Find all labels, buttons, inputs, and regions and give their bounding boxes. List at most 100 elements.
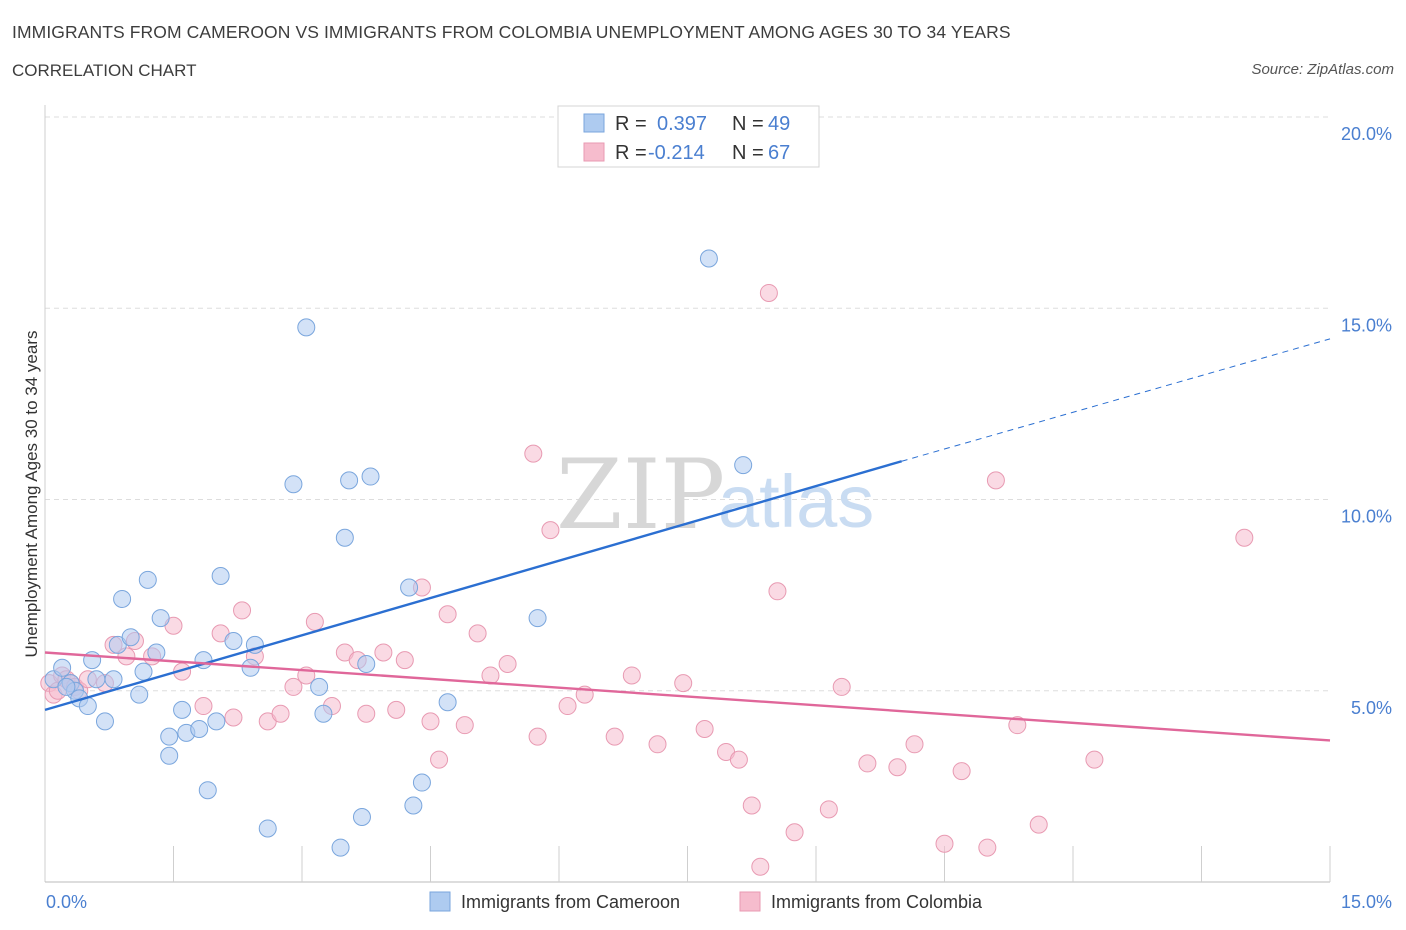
colombia-point — [1085, 750, 1104, 769]
cameroon-point — [224, 632, 243, 651]
colombia-point — [785, 823, 804, 842]
y-tick-label: 10.0% — [1341, 507, 1392, 527]
cameroon-point — [352, 807, 371, 826]
colombia-point — [935, 834, 954, 853]
chart-subtitle: CORRELATION CHART — [12, 61, 197, 80]
watermark: ZIP atlas — [556, 439, 874, 551]
n-value-cameroon: 49 — [768, 113, 790, 135]
cameroon-point — [699, 249, 718, 268]
colombia-point — [541, 521, 560, 540]
cameroon-point — [147, 643, 166, 662]
legend-swatch-cameroon — [429, 891, 451, 912]
watermark-zip: ZIP — [556, 439, 725, 551]
colombia-point — [387, 700, 406, 719]
colombia-point — [305, 612, 324, 631]
colombia-point — [759, 283, 778, 302]
colombia-point — [1008, 716, 1027, 735]
n-label-1: N = — [732, 113, 764, 135]
colombia-point — [357, 704, 376, 723]
r-value-cameroon: 0.397 — [657, 113, 707, 135]
colombia-point — [729, 750, 748, 769]
cameroon-point — [151, 609, 170, 628]
colombia-point — [1235, 528, 1254, 547]
cameroon-point — [53, 658, 72, 677]
colombia-point — [194, 697, 213, 716]
cameroon-point — [113, 589, 132, 608]
axes — [44, 105, 1331, 883]
cameroon-point — [138, 570, 157, 589]
colombia-point — [832, 677, 851, 696]
colombia-point — [768, 582, 787, 601]
colombia-point — [888, 758, 907, 777]
cameroon-point — [734, 456, 753, 475]
colombia-point — [284, 677, 303, 696]
r-label-1: R = — [615, 113, 647, 135]
colombia-point — [819, 800, 838, 819]
cameroon-point — [87, 670, 106, 689]
cameroon-point — [357, 654, 376, 673]
colombia-point — [374, 643, 393, 662]
colombia-point — [528, 727, 547, 746]
source-label: Source: ZipAtlas.com — [1251, 61, 1394, 78]
colombia-point — [498, 654, 517, 673]
cameroon-trend-line — [44, 460, 903, 712]
colombia-point — [468, 624, 487, 643]
colombia-point — [858, 754, 877, 773]
cameroon-points — [44, 249, 753, 857]
cameroon-point — [160, 746, 179, 765]
y-tick-label: 5.0% — [1351, 698, 1392, 718]
x-tick-label: 15.0% — [1341, 892, 1392, 912]
stats-legend: R = 0.397 N = 49 R = -0.214 N = 67 — [557, 105, 820, 168]
y-tick-labels: 5.0% 10.0% 15.0% 20.0% — [1341, 124, 1392, 718]
cameroon-point — [412, 773, 431, 792]
colombia-point — [742, 796, 761, 815]
colombia-point — [438, 605, 457, 624]
cameroon-point — [121, 628, 140, 647]
cameroon-point — [331, 838, 350, 857]
cameroon-point — [134, 662, 153, 681]
r-value-colombia: -0.214 — [648, 142, 705, 164]
colombia-point — [524, 444, 543, 463]
colombia-point — [905, 735, 924, 754]
trend-lines — [44, 338, 1331, 742]
x-tick-labels: 0.0% 15.0% — [46, 892, 1392, 912]
colombia-point — [978, 838, 997, 857]
cameroon-point — [310, 677, 329, 696]
colombia-point — [455, 716, 474, 735]
colombia-point — [430, 750, 449, 769]
cameroon-point — [314, 704, 333, 723]
legend-label-colombia: Immigrants from Colombia — [771, 892, 983, 912]
r-label-2: R = — [615, 142, 647, 164]
colombia-point — [751, 857, 770, 876]
colombia-swatch — [583, 142, 605, 162]
cameroon-point — [297, 318, 316, 337]
n-value-colombia: 67 — [768, 142, 790, 164]
cameroon-point — [528, 609, 547, 628]
colombia-point — [1029, 815, 1048, 834]
cameroon-swatch — [583, 113, 605, 133]
colombia-point — [233, 601, 252, 620]
colombia-point — [558, 697, 577, 716]
cameroon-point — [160, 727, 179, 746]
cameroon-point — [361, 467, 380, 486]
cameroon-point — [400, 578, 419, 597]
colombia-point — [674, 674, 693, 693]
cameroon-point — [130, 685, 149, 704]
colombia-point — [648, 735, 667, 754]
colombia-point — [605, 727, 624, 746]
colombia-point — [695, 720, 714, 738]
cameroon-point — [173, 700, 192, 719]
cameroon-point — [258, 819, 277, 838]
cameroon-point — [211, 567, 230, 585]
y-axis-label: Unemployment Among Ages 30 to 34 years — [22, 331, 41, 658]
n-label-2: N = — [732, 142, 764, 164]
cameroon-point — [190, 720, 209, 738]
cameroon-point — [404, 796, 423, 815]
colombia-point — [271, 704, 290, 723]
colombia-point — [224, 708, 243, 727]
colombia-point — [986, 471, 1005, 490]
colombia-point — [395, 651, 414, 670]
y-tick-label: 15.0% — [1341, 315, 1392, 335]
y-tick-label: 20.0% — [1341, 124, 1392, 144]
cameroon-point — [198, 781, 217, 800]
